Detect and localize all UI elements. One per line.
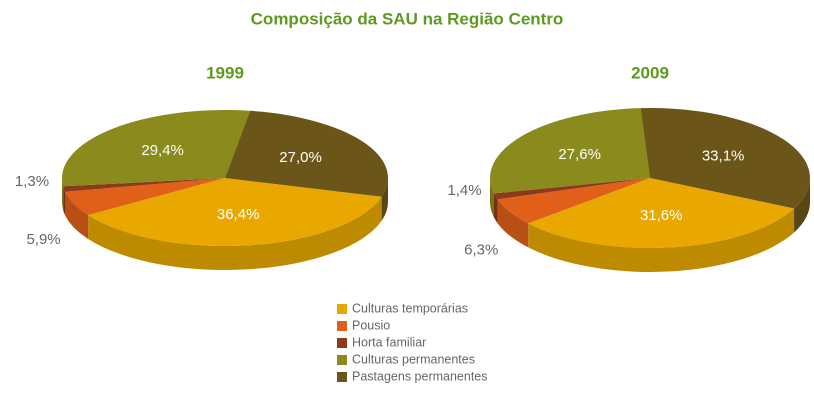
pie-side [493, 193, 498, 224]
legend-label: Horta familiar [352, 335, 426, 349]
data-label: 6,3% [464, 242, 498, 259]
pie-side [63, 186, 66, 216]
pie-slice [497, 178, 650, 224]
data-label: 1,3% [15, 173, 49, 190]
legend-swatch [337, 321, 347, 331]
pie-slice [490, 108, 650, 194]
pie-slice [88, 178, 382, 247]
data-label: 36,4% [217, 206, 260, 223]
legend-label: Culturas temporárias [352, 301, 468, 315]
pie-side [528, 208, 795, 273]
legend-swatch [337, 338, 347, 348]
legend-swatch [337, 304, 347, 314]
pie-slice [225, 110, 388, 197]
data-label: 1,4% [447, 182, 481, 199]
pie-side [381, 178, 388, 221]
data-label: 27,6% [558, 146, 601, 163]
chart-title: Composição da SAU na Região Centro [251, 9, 564, 28]
data-label: 33,1% [702, 148, 745, 165]
legend-label: Culturas permanentes [352, 352, 475, 366]
data-label: 5,9% [26, 231, 60, 248]
pie-slice [62, 109, 251, 187]
data-label: 27,0% [279, 149, 322, 166]
pie-title: 1999 [206, 63, 244, 82]
pie-slice [65, 178, 225, 215]
pie-slice [493, 178, 650, 200]
legend-label: Pousio [352, 318, 390, 332]
pie-side [88, 196, 382, 270]
pie-side [65, 191, 89, 239]
pie-slice [528, 178, 795, 248]
legend-swatch [337, 372, 347, 382]
pie-slice [640, 108, 810, 209]
pie-side [62, 178, 64, 211]
pie-title: 2009 [631, 63, 669, 82]
legend-swatch [337, 355, 347, 365]
pie-side [497, 199, 529, 248]
legend-label: Pastagens permanentes [352, 369, 488, 383]
pie-side [490, 178, 494, 218]
pie-side [794, 178, 810, 233]
data-label: 31,6% [640, 207, 683, 224]
data-label: 29,4% [141, 142, 184, 159]
pie-slice [63, 178, 225, 192]
